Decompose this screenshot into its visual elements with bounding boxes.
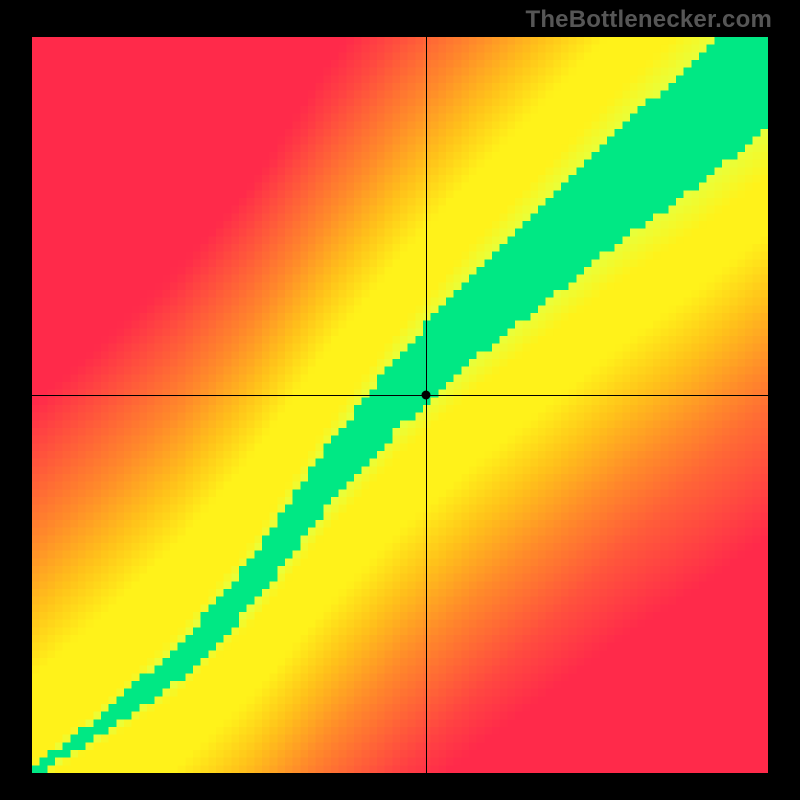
watermark: TheBottlenecker.com [525, 6, 772, 34]
heatmap-canvas [32, 37, 768, 773]
bottleneck-heatmap [32, 37, 768, 773]
